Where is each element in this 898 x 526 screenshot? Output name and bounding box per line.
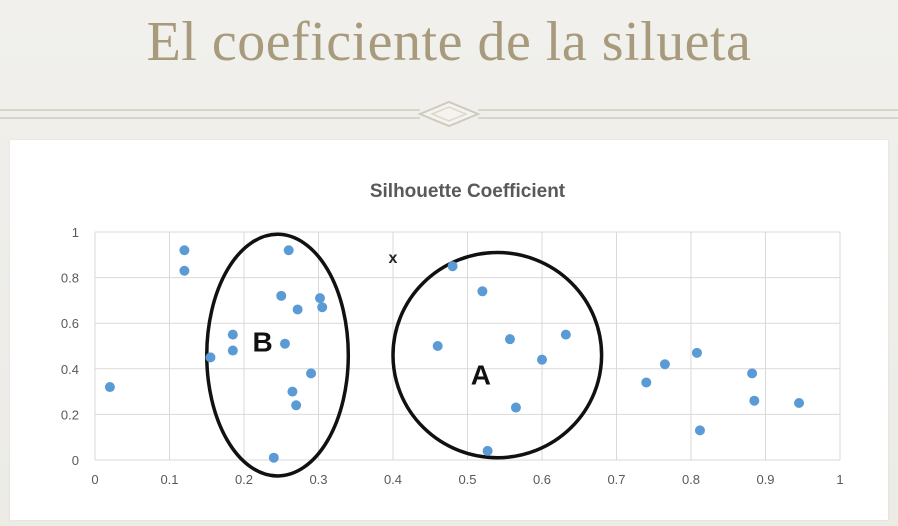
cluster-ellipse-a <box>391 250 604 460</box>
data-point <box>279 338 290 349</box>
data-point <box>317 302 328 313</box>
data-point <box>314 293 325 304</box>
data-point <box>747 368 758 379</box>
marker-x-label: x <box>389 250 398 267</box>
x-tick-label: 0.5 <box>458 472 476 487</box>
cluster-label-b: B <box>253 326 273 357</box>
cluster-ellipse-b <box>205 232 351 478</box>
x-tick-label: 0.3 <box>309 472 327 487</box>
data-point <box>179 245 190 256</box>
data-point <box>447 261 458 272</box>
data-point <box>482 445 493 456</box>
x-tick-label: 0.1 <box>160 472 178 487</box>
data-point <box>504 334 515 345</box>
slide-title: El coeficiente de la silueta <box>146 11 752 73</box>
x-tick-label: 0.4 <box>384 472 402 487</box>
data-point <box>104 382 115 393</box>
x-tick-label: 0.7 <box>607 472 625 487</box>
data-point <box>283 245 294 256</box>
data-point <box>537 354 547 365</box>
title-divider <box>0 100 898 128</box>
data-point <box>292 304 303 315</box>
cluster-label-a: A <box>471 360 491 391</box>
x-tick-label: 0.8 <box>682 472 700 487</box>
data-point <box>276 290 287 301</box>
data-point <box>268 452 279 463</box>
x-tick-label: 1 <box>836 472 843 487</box>
x-tick-label: 0.6 <box>533 472 551 487</box>
y-tick-label: 0.2 <box>61 407 79 422</box>
data-point <box>179 265 190 276</box>
data-point <box>432 341 443 351</box>
data-point <box>659 359 670 370</box>
data-point <box>560 329 571 340</box>
y-tick-label: 1 <box>72 225 79 240</box>
data-point <box>227 345 238 356</box>
data-point <box>227 329 238 340</box>
data-point <box>287 386 298 397</box>
y-tick-label: 0 <box>72 453 79 468</box>
silhouette-chart: 0 0.2 0.4 0.6 0.8 1 0 0.1 0.2 0.3 0.4 0.5 0.6 0.7 0.8 0… <box>61 181 844 487</box>
data-points <box>104 245 805 463</box>
data-point <box>510 402 521 413</box>
tick-labels: 0 0.2 0.4 0.6 0.8 1 0 0.1 0.2 0.3 0.4 0.5 0.6 0.7 0.8 0… <box>61 225 844 487</box>
data-point <box>749 395 760 406</box>
x-tick-label: 0 <box>91 472 98 487</box>
data-point <box>306 368 317 379</box>
y-tick-label: 0.8 <box>61 271 79 286</box>
data-point <box>694 425 705 436</box>
x-tick-label: 0.9 <box>756 472 774 487</box>
data-point <box>641 377 652 388</box>
chart-panel: 0 0.2 0.4 0.6 0.8 1 0 0.1 0.2 0.3 0.4 0.5 0.6 0.7 0.8 0… <box>10 140 888 520</box>
data-point <box>291 400 302 411</box>
y-tick-label: 0.4 <box>61 362 79 377</box>
data-point <box>205 352 216 363</box>
annotation-labels: B Ax <box>253 250 492 390</box>
data-point <box>477 286 488 297</box>
chart-title: Silhouette Coefficient <box>370 181 566 202</box>
grid-lines <box>94 231 841 461</box>
data-point <box>691 347 702 358</box>
data-point <box>794 398 805 408</box>
x-tick-label: 0.2 <box>235 472 253 487</box>
y-tick-label: 0.6 <box>61 316 79 331</box>
